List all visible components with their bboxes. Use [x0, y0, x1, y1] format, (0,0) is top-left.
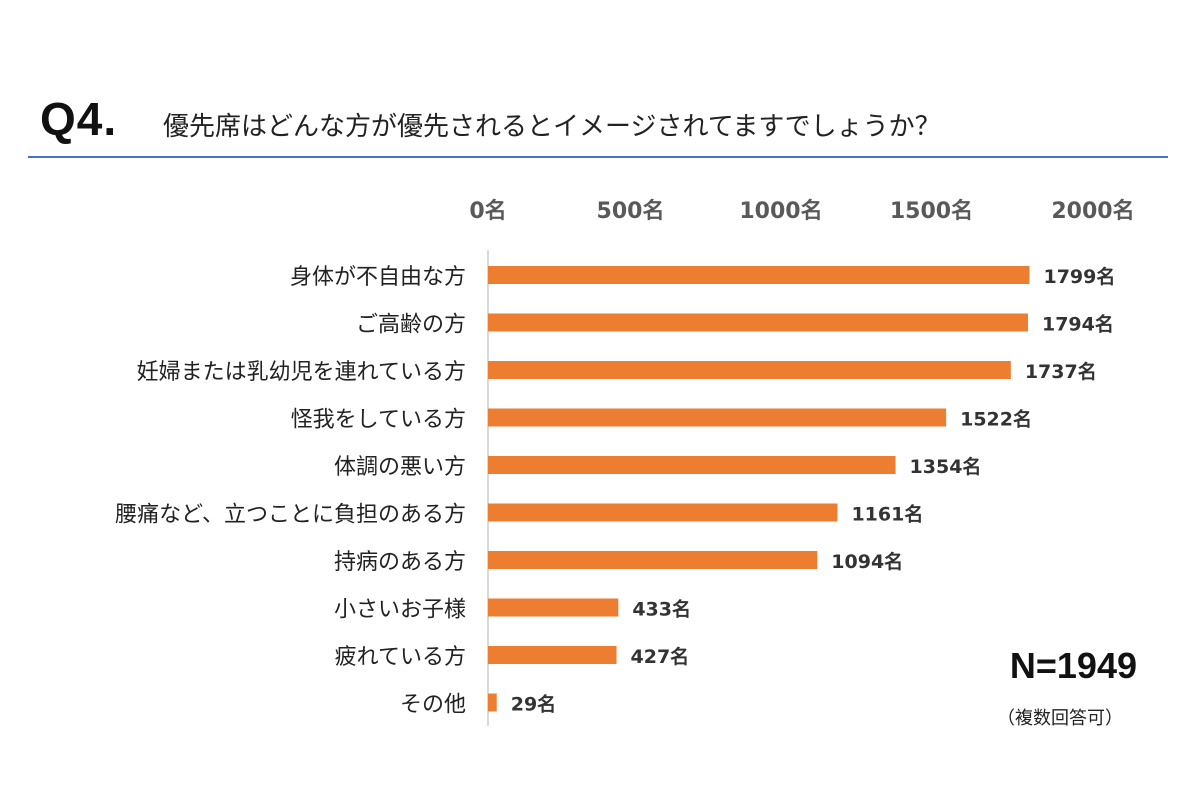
data-label: 433名 [632, 598, 691, 621]
x-tick-label: 500名 [597, 198, 665, 224]
category-label: 妊婦または乳幼児を連れている方 [137, 360, 466, 385]
bar [488, 408, 947, 427]
data-label: 1799名 [1043, 265, 1115, 288]
header-divider [28, 156, 1168, 158]
category-label: 身体が不自由な方 [290, 265, 466, 290]
bar [488, 598, 619, 617]
data-label: 1794名 [1042, 313, 1114, 336]
bar [488, 551, 818, 569]
data-label: 29名 [511, 693, 556, 716]
data-label: 1522名 [960, 408, 1032, 431]
category-label: その他 [400, 693, 466, 718]
bar [488, 361, 1011, 379]
question-text: 優先席はどんな方が優先されるとイメージされてますでしょうか？ [163, 112, 941, 142]
data-label: 1094名 [831, 550, 903, 573]
x-tick-label: 1500名 [890, 198, 973, 224]
bar [488, 693, 497, 712]
data-label: 1737名 [1025, 360, 1097, 383]
sample-size: N=1949 [1009, 645, 1137, 686]
x-tick-label: 0名 [469, 198, 506, 224]
category-label: 持病のある方 [334, 550, 466, 575]
category-label: 疲れている方 [335, 645, 466, 670]
data-label: 427名 [631, 645, 690, 668]
bar [488, 503, 838, 522]
category-label: 怪我をしている方 [291, 408, 466, 433]
data-label: 1161名 [851, 503, 923, 526]
bar [488, 313, 1028, 332]
bar [488, 646, 617, 664]
category-label: 腰痛など、立つことに負担のある方 [115, 503, 466, 528]
question-number: Q4. [40, 93, 118, 145]
category-label: 体調の悪い方 [334, 455, 466, 480]
multiple-answer-note: （複数回答可） [997, 708, 1123, 729]
data-label: 1354名 [910, 455, 982, 478]
category-label: ご高齢の方 [356, 313, 466, 338]
category-label: 小さいお子様 [334, 598, 466, 623]
x-tick-label: 2000名 [1051, 198, 1134, 224]
bar [488, 266, 1030, 284]
bar [488, 456, 896, 474]
x-tick-label: 1000名 [739, 198, 822, 224]
